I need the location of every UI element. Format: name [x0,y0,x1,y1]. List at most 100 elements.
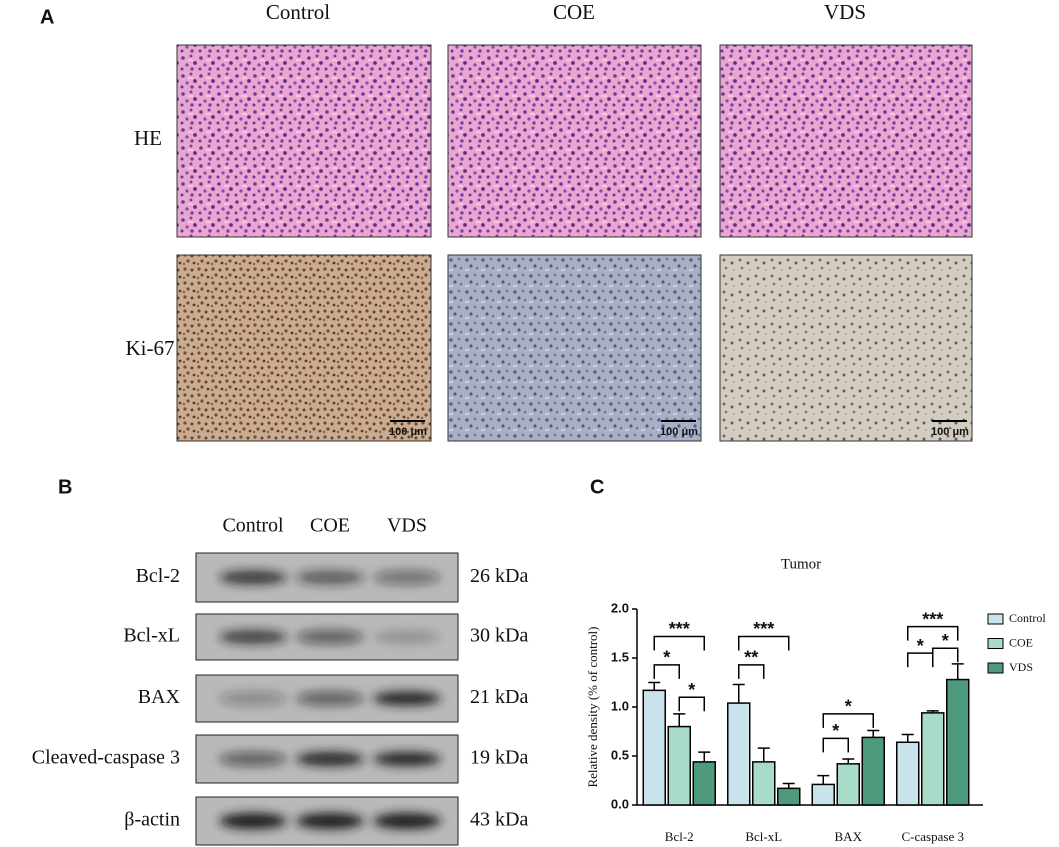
y-tick-label: 1.5 [611,649,629,664]
panel-label: A [40,6,54,28]
band [219,570,287,585]
error-bar [842,758,855,764]
significance-bracket [822,713,874,728]
bar [692,761,716,806]
band [373,752,441,766]
micrograph [176,44,432,238]
protein-label: Bcl-xL [123,625,180,647]
band [219,691,287,706]
size-label: 43 kDa [470,809,528,831]
significance-bracket [822,737,849,753]
significance-label: * [917,636,924,656]
bar [861,736,885,806]
legend-label: COE [1009,635,1033,649]
error-bar [698,751,711,762]
column-header: COE [553,0,595,24]
significance-bracket [653,664,680,679]
band [296,570,364,585]
significance-label: *** [669,619,690,639]
error-bar [648,681,661,691]
significance-bracket [932,647,959,663]
x-tick-label: C-caspase 3 [902,829,964,844]
y-axis-label: Relative density (% of control) [585,626,600,787]
significance-bracket [738,664,765,679]
column-header: VDS [824,0,866,24]
error-bar [926,710,939,713]
significance-bracket [653,635,705,651]
x-tick-label: Bcl-2 [665,829,694,844]
bar [946,678,970,806]
y-tick-label: 0.0 [611,796,629,811]
micrograph [447,44,702,238]
panel-label: C [590,476,604,498]
band [219,630,287,644]
error-bar [867,729,880,738]
bar [667,725,691,806]
lane-label: Control [222,515,284,537]
error-bar [757,747,770,762]
significance-label: * [688,680,695,700]
protein-label: β-actin [124,809,180,831]
band [373,813,441,829]
band [296,813,364,829]
micrograph [176,254,432,442]
row-label: HE [134,126,162,150]
significance-bracket [907,625,959,641]
scale-bar-label: 100 μm [389,426,427,438]
panel-label: B [58,476,72,498]
legend-swatch [987,613,1004,625]
legend-label: Control [1009,611,1046,625]
y-tick-label: 2.0 [611,600,629,615]
scale-bar-label: 100 μm [931,426,969,438]
error-bar [951,663,964,680]
significance-label: ** [744,648,758,668]
significance-label: * [663,648,670,668]
significance-bracket [678,696,705,712]
bar [777,787,801,806]
error-bar [673,713,686,727]
chart-title: Tumor [781,556,821,572]
band [296,630,364,644]
band [296,691,364,706]
size-label: 19 kDa [470,747,528,769]
bar [752,761,776,806]
lane-label: COE [310,515,350,537]
band [373,691,441,706]
y-tick-label: 0.5 [611,747,629,762]
band [373,630,441,644]
bar [896,741,920,806]
column-header: Control [266,0,330,24]
significance-label: *** [753,619,774,639]
band [373,570,441,585]
protein-label: Cleaved-caspase 3 [32,747,180,769]
error-bar [732,683,745,704]
row-label: Ki-67 [126,336,175,360]
bar [921,712,945,806]
protein-label: BAX [138,686,181,708]
significance-label: * [832,721,839,741]
significance-bracket [738,635,790,651]
size-label: 26 kDa [470,565,528,587]
lane-label: VDS [387,515,427,537]
micrograph [719,44,973,238]
significance-label: * [942,631,949,651]
significance-label: *** [922,609,943,629]
band [296,752,364,766]
band [219,813,287,829]
band [219,752,287,766]
size-label: 21 kDa [470,686,528,708]
bar [727,702,751,806]
error-bar [901,733,914,743]
bar [811,783,835,806]
x-tick-label: Bcl-xL [745,829,782,844]
scale-bar-label: 100 μm [660,426,698,438]
legend-label: VDS [1009,660,1033,674]
bar [836,763,860,806]
error-bar [782,782,795,789]
micrograph [447,254,702,442]
y-tick-label: 1.0 [611,698,629,713]
x-tick-label: BAX [835,829,863,844]
error-bar [817,774,830,785]
bar [642,689,666,806]
